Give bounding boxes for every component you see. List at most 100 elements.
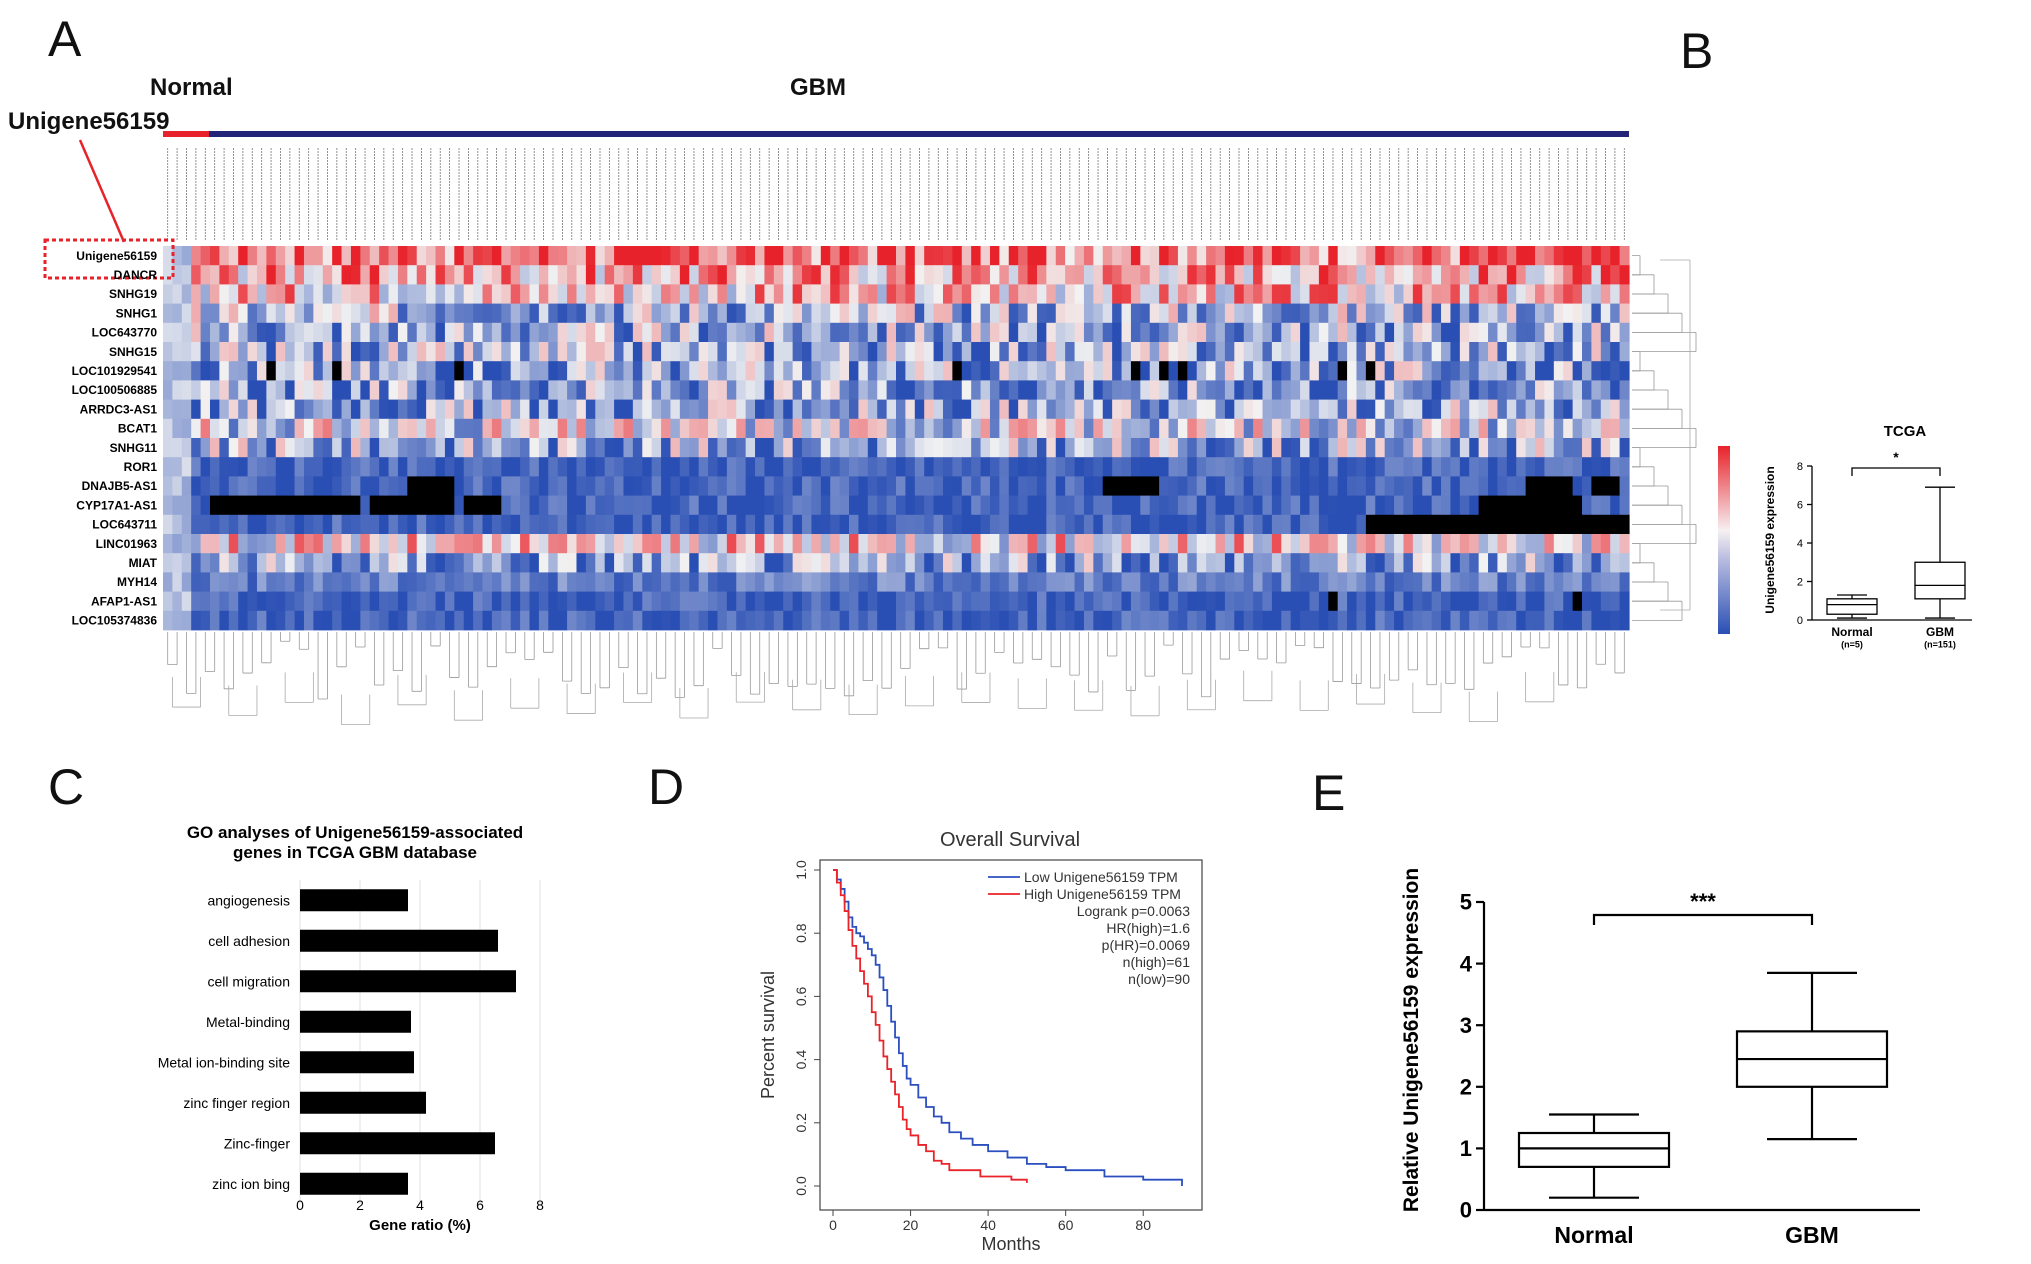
- heatmap-cell: [1591, 572, 1602, 592]
- heatmap-cell: [1206, 457, 1217, 477]
- heatmap-cell: [604, 418, 615, 439]
- heatmap-cell: [971, 399, 982, 420]
- heatmap-cell: [181, 553, 192, 573]
- heatmap-cell: [1215, 418, 1226, 439]
- heatmap-cell: [256, 457, 267, 477]
- heatmap-cell: [679, 534, 690, 554]
- heatmap-cell: [820, 322, 831, 343]
- heatmap-cell: [520, 514, 531, 535]
- heatmap-cell: [670, 380, 681, 400]
- dendro-branch: [1632, 504, 1683, 525]
- heatmap-cell: [1215, 438, 1226, 458]
- heatmap-cell: [679, 246, 690, 266]
- heatmap-cell: [1093, 572, 1104, 592]
- heatmap-cell: [181, 572, 192, 592]
- heatmap-cell: [1196, 476, 1207, 496]
- heatmap-cell: [473, 591, 484, 612]
- heatmap-cell: [1450, 361, 1461, 381]
- heatmap-cell: [1384, 399, 1395, 420]
- heatmap-cell: [567, 322, 578, 343]
- heatmap-cell: [736, 303, 747, 324]
- heatmap-cell: [416, 380, 427, 400]
- heatmap-cell: [642, 284, 653, 304]
- heatmap-cell: [416, 418, 427, 439]
- heatmap-cell: [1159, 342, 1170, 362]
- x-tick-label: 60: [1058, 1217, 1074, 1233]
- heatmap-cell: [1356, 534, 1367, 554]
- heatmap-cell: [651, 303, 662, 324]
- heatmap-cell: [1450, 457, 1461, 477]
- heatmap-cell: [548, 572, 559, 592]
- gene-label: BCAT1: [118, 422, 157, 436]
- heatmap-cell: [322, 303, 333, 324]
- heatmap-cell: [1008, 361, 1019, 381]
- heatmap-cell: [209, 342, 220, 362]
- dendro-branch: [1632, 600, 1683, 621]
- heatmap-cell: [1309, 284, 1320, 304]
- heatmap-cell: [1243, 572, 1254, 592]
- heatmap-cell: [830, 418, 841, 439]
- heatmap-cell: [886, 303, 897, 324]
- heatmap-cell: [1356, 361, 1367, 381]
- heatmap-cell: [350, 284, 361, 304]
- heatmap-cell: [595, 342, 606, 362]
- heatmap-cell: [1309, 342, 1320, 362]
- heatmap-cell: [1234, 438, 1245, 458]
- heatmap-cell: [905, 534, 916, 554]
- heatmap-cell: [1619, 399, 1630, 420]
- heatmap-cell: [961, 361, 972, 381]
- dendro-branch: [510, 678, 540, 709]
- heatmap-cell: [1187, 265, 1198, 285]
- heatmap-cell: [1196, 553, 1207, 573]
- heatmap-cell: [999, 418, 1010, 439]
- heatmap-cell: [1619, 342, 1630, 362]
- heatmap-cell: [576, 591, 587, 612]
- heatmap-cell: [1121, 457, 1132, 477]
- heatmap-cell: [708, 610, 719, 631]
- heatmap-cell: [510, 553, 521, 573]
- heatmap-cell: [1065, 246, 1076, 266]
- heatmap-cell: [1516, 342, 1527, 362]
- heatmap-cell: [416, 591, 427, 612]
- heatmap-cell: [745, 457, 756, 477]
- heatmap-cell: [397, 342, 408, 362]
- heatmap-cell: [792, 438, 803, 458]
- heatmap-cell: [1365, 380, 1376, 400]
- heatmap-cell: [792, 265, 803, 285]
- heatmap-cell: [773, 591, 784, 612]
- heatmap-cell: [802, 534, 813, 554]
- heatmap-cell: [830, 265, 841, 285]
- heatmap-cell: [1525, 342, 1536, 362]
- heatmap-cell: [1600, 610, 1611, 631]
- heatmap-cell: [1159, 265, 1170, 285]
- heatmap-cell: [942, 591, 953, 612]
- heatmap-cell: [294, 572, 305, 592]
- heatmap-cell: [557, 610, 568, 631]
- heatmap-cell: [322, 284, 333, 304]
- heatmap-cell: [726, 591, 737, 612]
- heatmap-cell: [322, 322, 333, 343]
- heatmap-cell: [1121, 591, 1132, 612]
- heatmap-cell: [914, 322, 925, 343]
- heatmap-cell: [1535, 342, 1546, 362]
- heatmap-cell: [1243, 457, 1254, 477]
- heatmap-cell: [1140, 361, 1151, 381]
- heatmap-cell: [520, 476, 531, 496]
- heatmap-cell: [1469, 553, 1480, 573]
- heatmap-cell: [614, 399, 625, 420]
- heatmap-cell: [1591, 476, 1602, 496]
- heatmap-cell: [1365, 572, 1376, 592]
- go-gridlines: [299, 880, 541, 1204]
- dendro-branch: [1632, 255, 1641, 276]
- heatmap-cell: [1036, 495, 1047, 516]
- heatmap-cell: [557, 342, 568, 362]
- heatmap-cell: [1046, 399, 1057, 420]
- heatmap-cell: [755, 553, 766, 573]
- heatmap-cell: [172, 610, 183, 631]
- heatmap-cell: [773, 534, 784, 554]
- heatmap-cell: [463, 303, 474, 324]
- heatmap-cell: [717, 514, 728, 535]
- heatmap-cell: [858, 514, 869, 535]
- heatmap-cell: [1337, 322, 1348, 343]
- heatmap-cell: [369, 399, 380, 420]
